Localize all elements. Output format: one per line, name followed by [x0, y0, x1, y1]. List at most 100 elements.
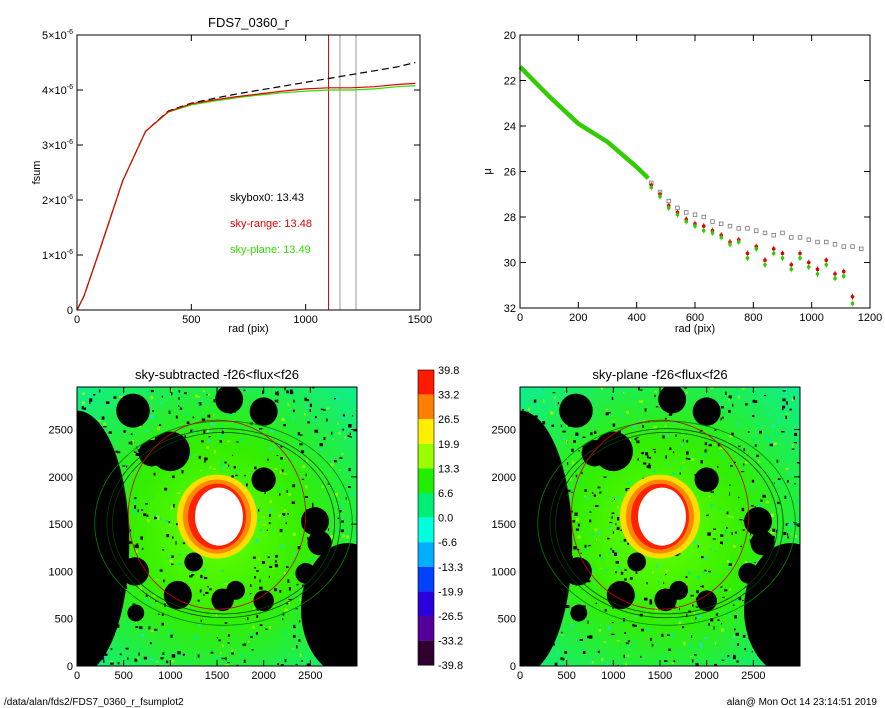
image-left-speckle: [259, 624, 263, 627]
image-right-speckle: [729, 434, 733, 438]
image-right-speckle: [654, 391, 658, 393]
image-left-speckle: [259, 529, 263, 532]
profile-xtick-0-label: 0: [517, 312, 523, 324]
image-right-ytick-4-label: 2000: [492, 472, 516, 484]
image-right-speckle: [640, 600, 642, 602]
image-left-speckle: [173, 504, 175, 508]
image-right-speckle: [688, 589, 691, 592]
image-left-speckle: [255, 539, 259, 543]
image-left-ytick-1-label: 500: [55, 614, 73, 626]
image-left-speckle: [184, 435, 186, 438]
growth-ylabel: fsum: [31, 161, 43, 185]
image-right-speckle: [612, 531, 615, 534]
image-left-speckle: [287, 403, 290, 406]
image-left-speckle: [117, 451, 121, 454]
image-left-speckle: [337, 422, 339, 425]
image-right-speckle: [751, 651, 753, 653]
image-left-speckle: [205, 591, 209, 594]
image-left-speckle: [200, 574, 203, 579]
image-right-speckle: [679, 466, 682, 470]
image-left-speckle: [349, 436, 352, 438]
image-left-speckle: [287, 579, 290, 583]
image-right-aperture-red: [570, 419, 750, 610]
colorbar-swatch-11: [418, 640, 434, 666]
image-left-speckle: [138, 652, 140, 656]
image-left-speckle: [134, 658, 138, 662]
image-left-speckle: [203, 594, 205, 596]
image-right-speckle: [589, 519, 592, 523]
image-right-ytick-5-label: 2500: [492, 425, 516, 437]
image-right-speckle: [744, 648, 747, 651]
image-right-speckle: [796, 462, 800, 464]
image-left-speckle: [224, 622, 228, 624]
image-left-speckle: [269, 447, 273, 450]
image-right-speckle: [695, 606, 699, 608]
image-left-speckle: [178, 397, 180, 400]
image-right-speckle: [648, 456, 652, 459]
image-right-speckle: [724, 530, 727, 533]
image-left-speckle: [164, 637, 168, 639]
image-right-speckle: [763, 394, 767, 397]
image-right-speckle: [590, 415, 593, 419]
image-left-speckle: [268, 575, 270, 578]
image-left-speckle: [355, 431, 357, 435]
image-right-speckle: [727, 656, 730, 661]
image-left-speckle: [293, 552, 296, 556]
profile-point-sky-range: [833, 272, 837, 276]
image-left-speckle: [189, 575, 193, 578]
image-right-speckle: [728, 563, 732, 566]
profile-point-sky-range: [815, 267, 820, 272]
image-right-speckle: [754, 506, 756, 508]
image-left-speckle: [291, 559, 294, 563]
image-left-speckle: [136, 549, 138, 554]
image-right-speckle: [579, 639, 583, 641]
image-right-speckle: [697, 441, 699, 444]
image-left-speckle: [270, 430, 274, 433]
image-right-xtick-5-label: 2500: [741, 670, 765, 682]
image-left-speckle: [227, 642, 230, 644]
image-left-speckle: [255, 632, 258, 635]
image-left-speckle: [301, 660, 303, 662]
image-right-speckle: [590, 432, 593, 436]
image-right-speckle: [719, 447, 723, 450]
image-right-speckle: [620, 529, 622, 531]
image-left-speckle: [316, 660, 318, 664]
image-right-speckle: [708, 495, 711, 498]
image-right-speckle: [557, 402, 560, 405]
image-right-speckle: [791, 448, 795, 450]
image-right-speckle: [678, 553, 681, 555]
image-right-speckle: [615, 571, 617, 574]
image-left-speckle: [96, 399, 99, 402]
image-right-speckle: [714, 428, 717, 431]
image-right-speckle: [663, 582, 665, 584]
image-right-speckle: [785, 467, 789, 470]
image-right-speckle: [625, 488, 628, 492]
image-left-speckle: [212, 655, 214, 657]
image-right-speckle: [605, 408, 608, 411]
image-right-speckle: [692, 604, 694, 607]
image-left-speckle: [263, 524, 265, 526]
image-left-speckle: [198, 455, 201, 459]
image-right-speckle: [683, 642, 686, 646]
image-right-speckle: [694, 541, 697, 545]
image-right-speckle: [636, 435, 638, 439]
image-left-speckle: [138, 648, 141, 651]
colorbar-label-12: -39.8: [438, 660, 463, 672]
image-right-speckle: [678, 619, 681, 623]
image-right-speckle: [577, 642, 580, 646]
image-left-speckle: [177, 492, 181, 494]
image-left-speckle: [197, 654, 200, 658]
image-right-speckle: [747, 431, 750, 433]
image-right-galaxy-core: [638, 487, 686, 546]
image-left-speckle: [348, 424, 352, 428]
image-right-speckle: [700, 644, 703, 648]
image-right-speckle: [633, 624, 637, 627]
image-right-speckle: [591, 568, 594, 572]
image-right-speckle: [733, 634, 735, 638]
colorbar-label-2: 26.5: [438, 414, 459, 426]
image-right-speckle: [664, 425, 667, 427]
image-right-speckle: [732, 403, 734, 407]
image-left-speckle: [138, 425, 142, 428]
image-right-speckle: [690, 656, 693, 658]
image-left-speckle: [213, 450, 216, 454]
